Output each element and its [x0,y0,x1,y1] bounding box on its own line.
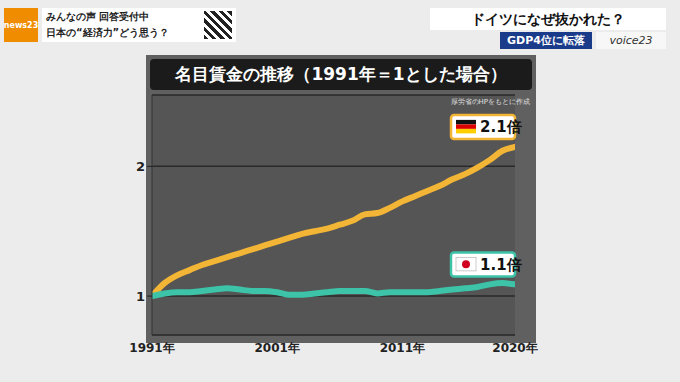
svg-text:2001年: 2001年 [254,341,299,355]
html-text:voice23: voice23 [609,34,653,47]
svg-text:2.1倍: 2.1倍 [480,118,522,136]
svg-text:2020年: 2020年 [492,341,537,355]
svg-text:1991年: 1991年 [129,341,174,355]
html-text:名目賃金の推移（1991年＝1とした場合）: 名目賃金の推移（1991年＝1とした場合） [175,64,507,84]
html-text:日本の“経済力”どう思う？: 日本の“経済力”どう思う？ [46,27,170,38]
svg-text:2: 2 [136,159,145,174]
svg-text:1: 1 [136,289,145,304]
html-text:ドイツになぜ抜かれた？: ドイツになぜ抜かれた？ [471,11,625,27]
svg-text:2011年: 2011年 [380,341,425,355]
svg-text:1.1倍: 1.1倍 [480,256,522,274]
html-text:news23: news23 [3,20,39,30]
html-text:GDP4位に転落: GDP4位に転落 [507,34,585,47]
html-text:みんなの声 回答受付中: みんなの声 回答受付中 [46,11,150,22]
html-text:厚労省のHPをもとに作成: 厚労省のHPをもとに作成 [450,98,530,106]
